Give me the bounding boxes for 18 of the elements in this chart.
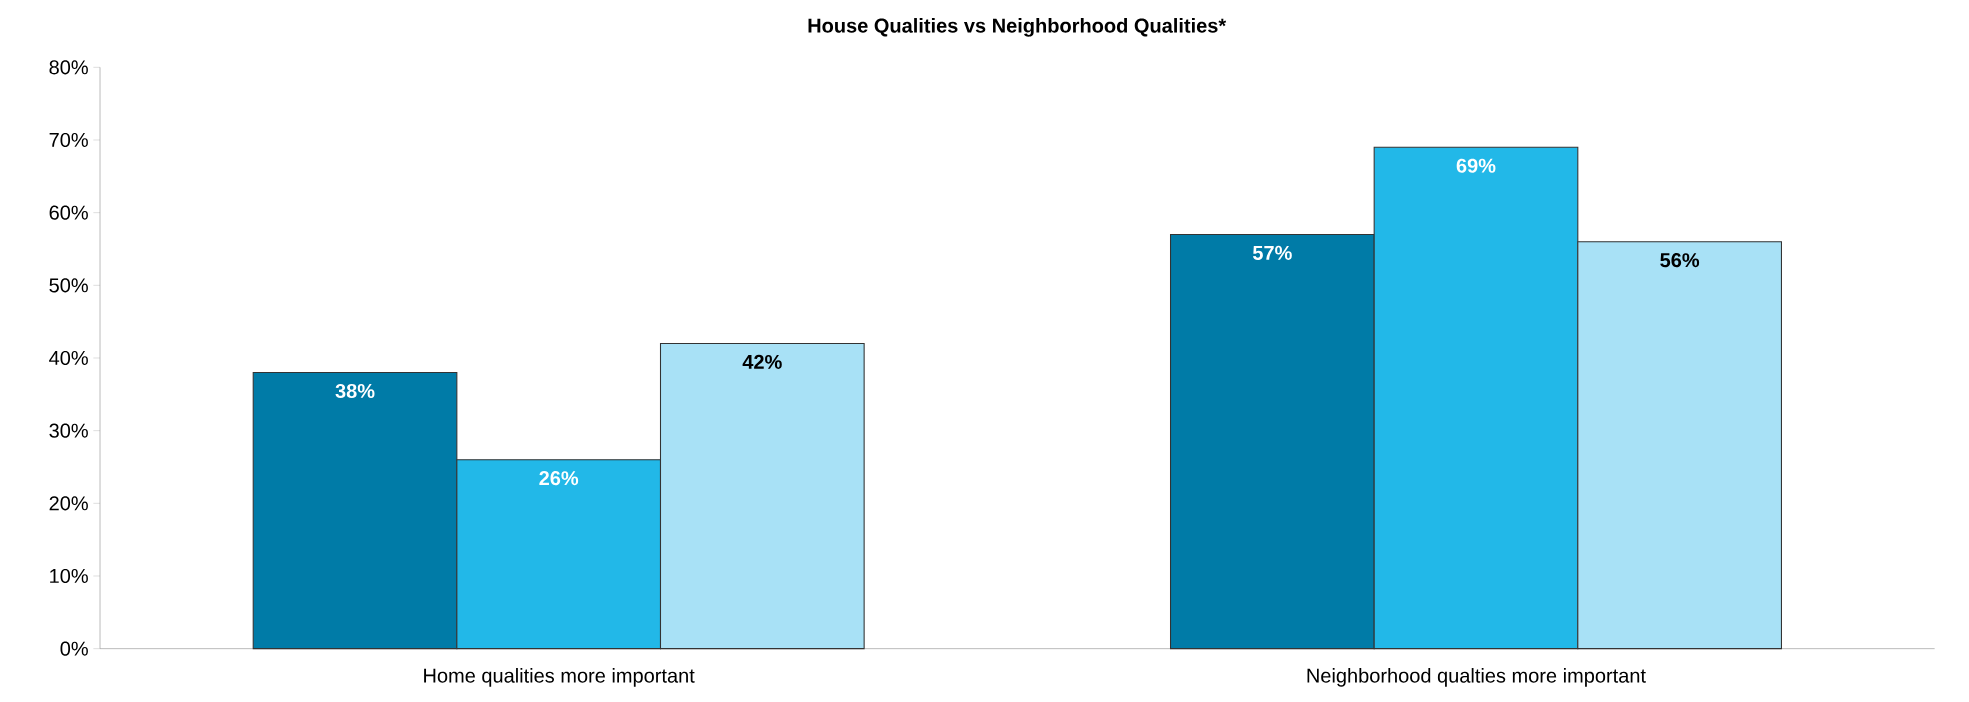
y-tick-label: 10% bbox=[50, 568, 88, 584]
y-tick-label: 40% bbox=[49, 350, 88, 366]
data-label: 42% bbox=[742, 354, 782, 369]
y-tick-label: 60% bbox=[49, 205, 88, 220]
y-tick-label: 20% bbox=[49, 496, 88, 511]
chart-title: House Qualities vs Neighborhood Qualities* bbox=[808, 18, 1227, 37]
data-label: 57% bbox=[1252, 245, 1292, 260]
data-label: 69% bbox=[1456, 158, 1496, 173]
data-label: 26% bbox=[539, 471, 579, 486]
y-tick-label: 80% bbox=[49, 60, 88, 75]
data-label: 56% bbox=[1660, 253, 1700, 268]
y-tick-label: 70% bbox=[49, 132, 88, 148]
y-tick-label: 30% bbox=[49, 423, 88, 438]
x-tick-label: Home qualities more important bbox=[424, 668, 695, 687]
y-tick-label: 50% bbox=[49, 278, 88, 293]
data-label: 38% bbox=[335, 383, 375, 399]
y-tick-label: 0% bbox=[60, 641, 88, 656]
x-tick-label: Neighborhood qualties more important bbox=[1307, 668, 1646, 687]
